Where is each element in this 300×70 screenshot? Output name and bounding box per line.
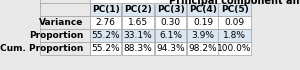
Text: PC(4): PC(4)	[189, 5, 217, 14]
Bar	[218, 29, 251, 42]
Bar	[40, 29, 90, 42]
Bar	[122, 16, 154, 29]
Bar	[90, 0, 249, 7]
Text: 0.30: 0.30	[160, 18, 181, 27]
Text: 3.9%: 3.9%	[192, 31, 215, 40]
Bar	[122, 29, 154, 42]
Bar	[155, 16, 186, 29]
Bar	[218, 42, 251, 55]
Text: 100.0%: 100.0%	[217, 44, 252, 53]
Text: Principal component analysis: Principal component analysis	[169, 0, 300, 6]
Text: PC(1): PC(1)	[92, 5, 119, 14]
Text: 6.1%: 6.1%	[159, 31, 182, 40]
Text: 1.8%: 1.8%	[223, 31, 246, 40]
Bar	[188, 29, 219, 42]
Bar	[155, 42, 186, 55]
Bar	[188, 3, 219, 16]
Text: Variance: Variance	[39, 18, 84, 27]
Text: Cum. Proportion: Cum. Proportion	[0, 44, 84, 53]
Bar	[90, 3, 121, 16]
Bar	[90, 29, 121, 42]
Text: 55.2%: 55.2%	[91, 31, 120, 40]
Text: 33.1%: 33.1%	[124, 31, 152, 40]
Text: PC(5): PC(5)	[221, 5, 248, 14]
Bar	[122, 3, 154, 16]
Bar	[90, 42, 121, 55]
Bar	[40, 3, 90, 16]
Bar	[122, 42, 154, 55]
Bar	[218, 3, 251, 16]
Bar	[40, 16, 90, 29]
Bar	[40, 42, 90, 55]
Bar	[90, 16, 121, 29]
Bar	[188, 16, 219, 29]
Bar	[155, 29, 186, 42]
Text: Proportion: Proportion	[29, 31, 84, 40]
Text: PC(3): PC(3)	[157, 5, 184, 14]
Text: PC(2): PC(2)	[124, 5, 152, 14]
Text: 55.2%: 55.2%	[91, 44, 120, 53]
Text: 1.65: 1.65	[128, 18, 148, 27]
Text: 0.09: 0.09	[224, 18, 244, 27]
Text: 0.19: 0.19	[193, 18, 213, 27]
Text: 2.76: 2.76	[95, 18, 116, 27]
Bar	[155, 3, 186, 16]
Bar	[40, 0, 90, 7]
Bar	[188, 42, 219, 55]
Text: 98.2%: 98.2%	[189, 44, 217, 53]
Bar	[218, 16, 251, 29]
Text: 94.3%: 94.3%	[156, 44, 185, 53]
Text: 88.3%: 88.3%	[124, 44, 152, 53]
